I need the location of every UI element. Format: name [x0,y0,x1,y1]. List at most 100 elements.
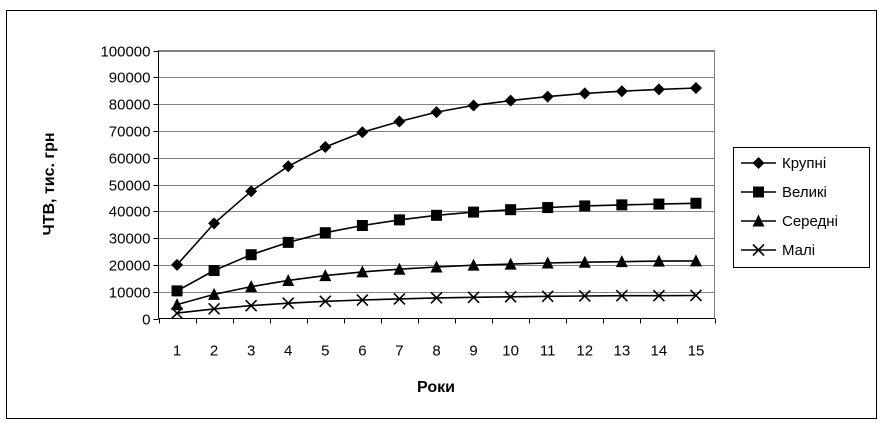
series-1 [171,82,702,271]
data-point-x [170,307,184,320]
data-point-diamond [245,185,258,198]
data-point-square [579,200,591,212]
data-point-x [689,289,703,302]
x-tick-label: 10 [502,343,519,360]
data-point-diamond [319,140,332,153]
x-axis-label: Роки [417,379,455,396]
data-point-x [504,290,517,303]
y-tick-label: 0 [142,312,150,329]
data-point-diamond [541,90,554,103]
series-4 [170,289,703,320]
legend-marker-x [752,243,765,257]
x-tick-label: 14 [651,343,668,360]
data-point-diamond [356,126,369,139]
data-point-diamond [282,160,295,173]
data-point-square [431,209,442,221]
x-tick-label: 9 [469,343,477,360]
data-point-x [430,291,443,304]
x-tick-label: 1 [173,343,181,360]
data-point-square [282,236,294,248]
data-point-triangle [467,258,480,271]
x-tick-label: 3 [247,343,255,360]
data-point-x [319,295,332,308]
data-point-x [245,299,258,312]
x-tick-label: 6 [358,343,366,360]
x-tick-label: 15 [688,343,705,360]
data-point-diamond [393,115,406,128]
legend-entry: Великі [741,184,827,201]
y-axis-label: ЧТВ, тис. грн [41,132,58,235]
data-point-diamond [208,217,221,230]
y-tick-label: 10000 [109,285,151,302]
x-tick-label: 4 [284,343,292,360]
data-point-square [208,265,220,277]
data-point-square [468,206,480,218]
legend-marker-triangle [752,214,765,227]
data-point-square [245,249,257,261]
x-tick-label: 2 [210,343,218,360]
data-point-triangle [208,287,221,300]
data-point-triangle [689,254,702,267]
data-point-triangle [652,254,665,267]
data-point-x [282,297,295,310]
legend-label: Малі [782,242,815,259]
series-3 [171,254,702,311]
data-point-diamond [652,83,665,96]
y-tick-label: 40000 [109,204,151,221]
y-tick-label: 70000 [109,124,151,141]
data-point-square [542,202,554,214]
legend: Крупні Великі Середні Малі [733,147,870,268]
legend-label: Крупні [782,155,826,172]
data-point-square [393,214,405,226]
y-tick-label: 60000 [109,151,151,168]
data-point-x [652,289,665,302]
data-point-x [467,291,480,304]
data-point-triangle [356,265,369,278]
legend-label: Середні [782,213,838,230]
data-point-triangle [615,255,628,268]
data-point-x [393,292,406,306]
data-point-square [616,199,628,211]
data-point-triangle [578,255,591,268]
data-point-triangle [393,262,406,275]
data-point-diamond [578,87,591,100]
x-tick-label: 5 [321,343,329,360]
data-point-x [615,289,628,302]
x-tick-label: 12 [576,343,593,360]
data-point-square [653,198,665,210]
data-point-triangle [319,269,332,282]
data-point-diamond [171,258,184,271]
y-tick-label: 20000 [109,258,151,275]
data-point-diamond [467,99,480,112]
data-point-triangle [282,273,295,286]
x-tick-label: 8 [432,343,440,360]
x-tick-label: 13 [613,343,630,360]
series-2 [171,197,702,297]
legend-marker-diamond [752,157,765,169]
data-point-diamond [689,82,702,95]
data-point-triangle [541,256,554,269]
data-point-triangle [171,298,184,311]
data-point-diamond [504,94,517,107]
legend-entry: Середні [741,213,838,230]
y-tick-labels: 0 10000 20000 30000 40000 50000 60000 70000 8000… [100,44,150,329]
legend-entry: Крупні [741,155,826,172]
legend-label: Великі [782,184,827,201]
data-point-triangle [504,257,517,270]
data-point-x [578,289,591,303]
legend-marker-square [753,186,764,198]
data-point-square [505,204,517,216]
y-tick-label: 90000 [109,70,151,87]
data-point-triangle [245,280,258,293]
series-lines [170,82,703,320]
y-tick-label: 30000 [109,231,151,248]
data-point-diamond [615,85,628,98]
legend-entry: Малі [741,242,815,259]
data-point-x [356,293,369,307]
data-point-square [356,220,368,232]
data-point-square [690,197,702,209]
x-tick-label: 11 [540,343,556,360]
data-point-triangle [430,260,443,273]
axes [153,50,716,324]
